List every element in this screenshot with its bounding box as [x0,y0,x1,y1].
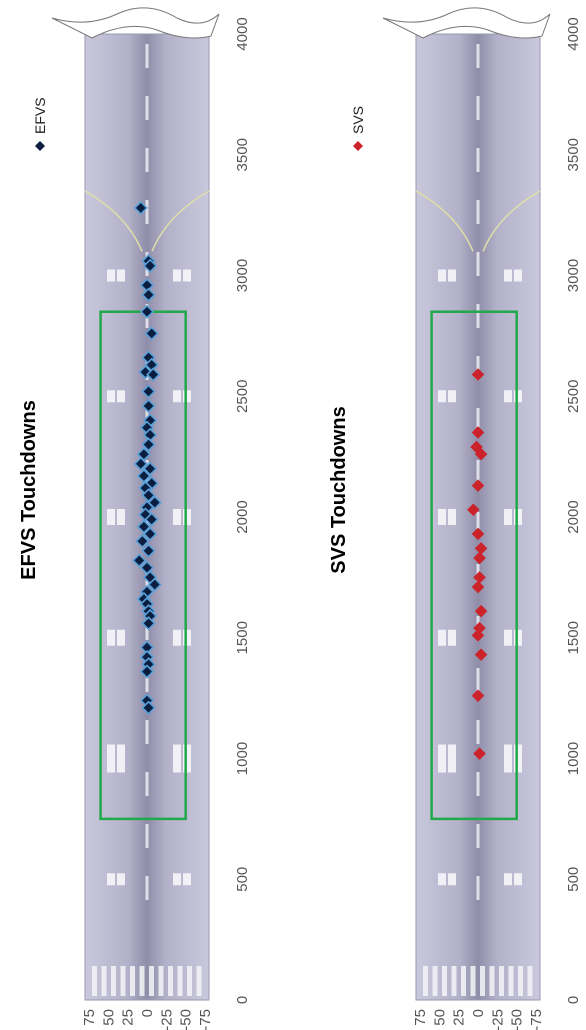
svs-x-tick-label: 2500 [565,380,582,413]
efvs-y-tick-label: 0 [139,1009,156,1017]
efvs-y-tick-label: 25 [120,1009,137,1026]
efvs-x-tick-label: 3500 [234,138,251,171]
svs-y-tick-label: 0 [470,1009,487,1017]
efvs-data-point [141,398,156,414]
efvs-data-point [142,258,158,273]
efvs-data-point [136,519,152,534]
svs-data-point [471,479,485,492]
svs-x-tick-label: 3000 [565,259,582,292]
efvs-data-point [141,488,156,503]
efvs-y-tick-label: -75 [197,1009,214,1030]
efvs-data-point [141,384,156,399]
svs-data-point [474,447,488,461]
svs-data-point [471,368,485,381]
svs-data-point [471,580,485,594]
efvs-data-point [133,200,148,216]
efvs-data-point [139,664,155,679]
efvs-x-tick-label: 2000 [234,500,251,533]
efvs-data-point [144,326,159,341]
svs-x-tick-label: 2000 [565,500,582,533]
svs-x-tick-label: 1500 [565,621,582,654]
svs-data-point [471,426,485,439]
efvs-data-point [139,304,155,319]
efvs-legend-marker [35,141,45,151]
efvs-legend: EFVS [32,97,48,151]
efvs-data-point [135,534,150,549]
efvs-x-tick-label: 1000 [234,742,251,775]
efvs-data-point [133,456,148,472]
svs-x-tick-label: 0 [565,996,582,1004]
efvs-data-point [141,543,156,558]
efvs-x-tick-label: 4000 [234,17,251,50]
efvs-data-point [132,553,147,568]
svs-x-tick-label: 3500 [565,138,582,171]
svs-chart-title: SVS Touchdowns [328,406,350,573]
svs-legend-label: SVS [350,106,366,134]
efvs-legend-label: EFVS [32,97,48,134]
svs-data-point [473,551,486,565]
svs-legend-marker [353,141,363,151]
svs-x-tick-label: 500 [565,867,582,892]
efvs-data-point [142,526,158,542]
efvs-data-point [141,700,156,715]
svs-data-point [474,604,488,618]
efvs-runway-image [51,7,220,1001]
svs-x-tick-label: 4000 [565,17,582,50]
efvs-x-tick-label: 500 [234,867,251,892]
efvs-data-point [142,461,158,476]
efvs-data-point [136,468,152,484]
efvs-x-tick-label: 0 [234,996,251,1004]
efvs-y-tick-label: 75 [81,1009,98,1026]
svs-y-tick-label: 75 [412,1009,429,1026]
svs-data-point [471,628,485,642]
efvs-y-tick-label: 50 [100,1009,117,1026]
efvs-chart-title: EFVS Touchdowns [18,400,40,580]
svs-runway-image [382,7,551,1001]
efvs-data-point [147,577,162,592]
svs-x-tick-label: 1000 [565,742,582,775]
efvs-x-tick-label: 1500 [234,621,251,654]
svs-data-point [474,648,488,662]
svs-y-tick-label: -75 [528,1009,545,1030]
svs-data-point [471,689,485,703]
svs-y-tick-label: 50 [431,1009,448,1026]
efvs-x-tick-label: 2500 [234,380,251,413]
svs-data-point [473,747,486,761]
efvs-data-point [141,287,156,302]
efvs-data-point [141,616,156,631]
svs-legend: SVS [350,106,366,151]
efvs-x-tick-label: 3000 [234,259,251,292]
svs-data-point [467,503,480,517]
svs-y-tick-label: 25 [451,1009,468,1026]
svs-data-point [471,527,485,541]
svs-y-tick-label: -50 [509,1009,526,1030]
svs-touchdown-zone-box [430,310,518,821]
efvs-y-tick-label: -25 [158,1009,175,1030]
efvs-data-point [146,367,161,382]
efvs-data-point [141,437,156,452]
efvs-data-point [144,512,159,527]
efvs-y-tick-label: -50 [178,1009,195,1030]
svs-y-tick-label: -25 [489,1009,506,1030]
